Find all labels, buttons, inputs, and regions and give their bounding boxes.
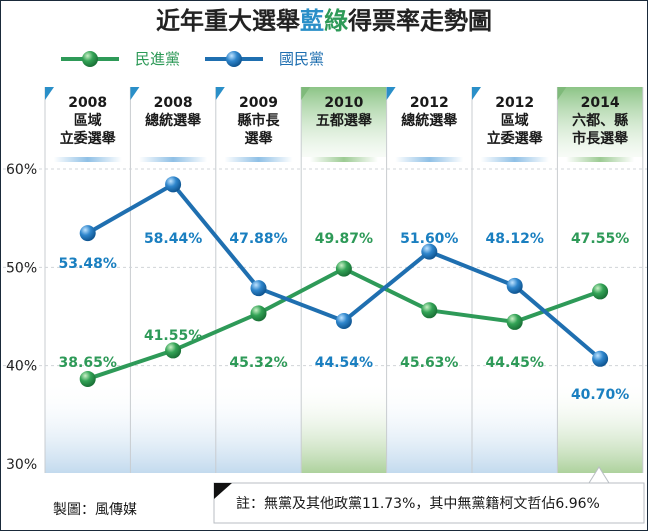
legend: 民進黨 國民黨 [61, 50, 324, 68]
series-0-label-0: 38.65% [59, 355, 117, 371]
series-0-label-2: 45.32% [229, 355, 287, 371]
header-corner-6 [557, 87, 567, 100]
series-1-point-4 [421, 243, 438, 260]
legend-marker-kmt [226, 51, 242, 67]
category-label-4-0: 2012 [410, 95, 449, 111]
column-bg-2 [215, 381, 302, 473]
category-label-4-1: 總統選舉 [401, 112, 458, 129]
series-1-label-1: 58.44% [144, 231, 202, 247]
column-bg-0 [45, 381, 131, 473]
series-0-point-0 [79, 370, 96, 387]
series-0-point-3 [335, 260, 352, 277]
category-label-6-1: 六都、縣 [572, 112, 628, 129]
series-1-point-2 [250, 280, 267, 297]
series-0-point-2 [250, 305, 267, 322]
category-label-1-0: 2008 [154, 95, 193, 111]
column-header-bg-3 [301, 87, 387, 157]
column-bg-6 [557, 381, 643, 473]
header-underline-5 [480, 157, 549, 162]
column-header-bg-6 [557, 87, 643, 157]
title-part-3: 得票率走勢圖 [347, 6, 492, 35]
note-text: 註：無黨及其他政黨11.73%，其中無黨籍柯文哲佔6.96% [236, 495, 600, 512]
header-underline-1 [139, 157, 208, 162]
header-corner-1 [130, 87, 140, 100]
legend-label-kmt: 國民黨 [279, 50, 324, 68]
category-label-3-1: 五都選舉 [316, 112, 373, 129]
series-1-point-3 [335, 313, 352, 330]
category-label-1-1: 總統選舉 [145, 112, 202, 129]
series-1-label-3: 44.54% [315, 355, 373, 371]
series-group [79, 176, 609, 387]
title-part-2: 綠 [324, 6, 349, 35]
series-1-point-6 [592, 350, 609, 367]
series-1-point-5 [506, 277, 523, 294]
category-label-5-0: 2012 [495, 95, 534, 111]
column-backgrounds [45, 87, 643, 473]
category-label-6-2: 市長選舉 [572, 130, 629, 147]
y-tick-label-3: 60% [6, 162, 37, 178]
title-part-1: 藍 [300, 6, 324, 35]
header-underline-4 [395, 157, 464, 162]
y-axis: 30% 40% 50% 60% [6, 162, 37, 473]
category-label-2-1: 縣市長 [238, 112, 281, 129]
y-tick-label-2: 50% [6, 260, 37, 276]
series-0-point-5 [506, 313, 523, 330]
series-0-label-4: 45.63% [400, 355, 458, 371]
header-corner-4 [386, 87, 396, 100]
y-tick-label-1: 40% [6, 359, 37, 375]
series-1-label-5: 48.12% [486, 231, 544, 247]
grid-lines [3, 87, 647, 473]
category-label-0-2: 立委選舉 [60, 130, 117, 147]
series-0-label-1: 41.55% [144, 328, 202, 344]
series-1-label-6: 40.70% [571, 387, 629, 403]
column-bg-4 [386, 381, 472, 473]
series-1-label-4: 51.60% [400, 231, 458, 247]
category-label-2-0: 2009 [239, 95, 278, 111]
credit-text: 製圖：風傳媒 [53, 502, 137, 518]
y-tick-label-0: 30% [6, 457, 37, 473]
header-underline-2 [224, 157, 293, 162]
header-underline-0 [53, 157, 122, 162]
chart-title: 近年重大選舉藍綠得票率走勢圖 [156, 6, 492, 35]
footnote: 註：無黨及其他政黨11.73%，其中無黨籍柯文哲佔6.96% [213, 466, 645, 524]
series-1-point-1 [165, 176, 182, 193]
series-0-label-6: 47.55% [571, 231, 629, 247]
series-0-label-5: 44.45% [486, 355, 544, 371]
category-label-3-0: 2010 [324, 95, 363, 111]
category-label-2-2: 選舉 [245, 130, 274, 147]
note-corner-mark [214, 483, 232, 499]
column-bg-3 [301, 381, 387, 473]
category-label-5-1: 區域 [501, 112, 529, 129]
header-corner-5 [472, 87, 481, 100]
header-corner-2 [215, 87, 225, 100]
series-0-label-3: 49.87% [315, 231, 373, 247]
header-underline-3 [309, 157, 378, 162]
note-box [213, 482, 645, 524]
data-labels: 38.65% 41.55% 45.32% 49.87% 45.63% 44.45% 47.5… [59, 231, 630, 403]
series-1-label-2: 47.88% [229, 231, 287, 247]
series-0-point-4 [421, 302, 438, 319]
category-headers: 2008區域立委選舉2008總統選舉2009縣市長選舉2010五都選舉2012總… [45, 87, 635, 162]
category-label-6-0: 2014 [581, 95, 620, 111]
column-bg-5 [472, 381, 558, 473]
series-1-point-0 [79, 225, 96, 242]
title-part-0: 近年重大選舉 [156, 6, 301, 35]
legend-marker-dpp [82, 51, 98, 67]
category-label-5-2: 立委選舉 [487, 130, 544, 147]
header-corner-0 [45, 87, 54, 100]
series-1-label-0: 53.48% [59, 256, 117, 272]
category-label-0-0: 2008 [68, 95, 107, 111]
legend-label-dpp: 民進黨 [135, 50, 180, 68]
series-0-point-6 [592, 283, 609, 300]
header-underline-6 [566, 157, 635, 162]
header-corner-3 [301, 87, 311, 100]
category-label-0-1: 區域 [74, 112, 102, 129]
series-0-point-1 [165, 342, 182, 359]
column-bg-1 [130, 381, 216, 473]
